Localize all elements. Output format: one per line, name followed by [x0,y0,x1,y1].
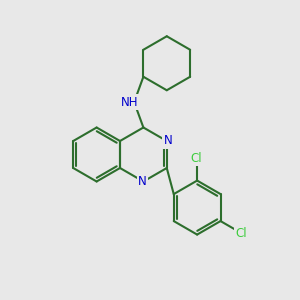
Text: Cl: Cl [190,152,202,165]
Text: Cl: Cl [236,227,247,240]
Text: N: N [138,175,147,188]
Text: N: N [164,134,172,148]
Text: NH: NH [120,96,138,109]
